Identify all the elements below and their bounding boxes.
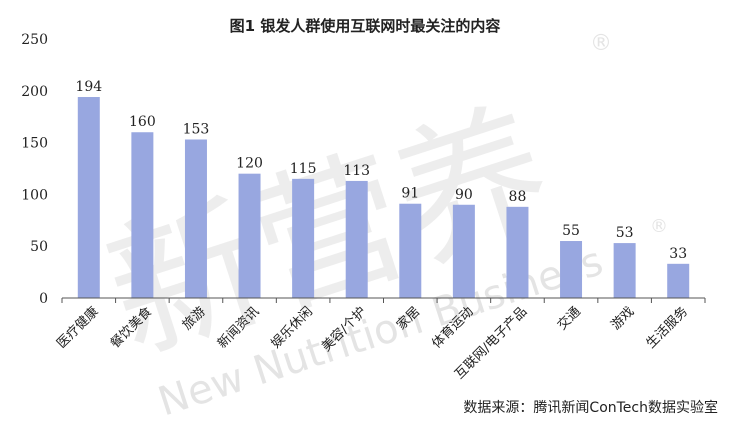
x-tick-label: 生活服务 xyxy=(643,304,691,352)
chart-title: 图1 银发人群使用互联网时最关注的内容 xyxy=(230,17,501,35)
watermark-registered-mark: ® xyxy=(590,31,612,56)
bar-value-label: 153 xyxy=(183,121,210,137)
x-tick-label: 游戏 xyxy=(608,304,637,333)
bar xyxy=(667,263,690,298)
bar xyxy=(292,178,315,298)
bar-value-label: 115 xyxy=(290,161,317,177)
y-tick-label: 150 xyxy=(21,136,48,152)
bar xyxy=(345,180,368,298)
bar-value-label: 33 xyxy=(669,246,687,262)
bar-value-label: 194 xyxy=(75,79,102,95)
bar xyxy=(613,243,636,298)
bar xyxy=(77,97,100,299)
bar-value-label: 113 xyxy=(343,163,370,179)
y-tick-label: 0 xyxy=(39,291,48,307)
y-tick-label: 250 xyxy=(21,32,48,48)
y-tick-label: 100 xyxy=(21,187,48,203)
bar-value-label: 90 xyxy=(455,187,473,203)
bar xyxy=(399,203,422,298)
y-axis: 0 50 100 150 200 250 xyxy=(21,32,48,307)
bar-value-label: 120 xyxy=(236,156,263,172)
watermark: 新营养 New Nutrition Business ® ® xyxy=(89,31,668,425)
bar-value-label: 55 xyxy=(562,223,580,239)
bar-value-label: 53 xyxy=(616,225,634,241)
y-tick-label: 50 xyxy=(30,239,48,255)
x-tick-label: 医疗健康 xyxy=(54,304,102,352)
y-tick-label: 200 xyxy=(21,84,48,100)
bar-series: 194 160 153 120 115 113 91 90 88 55 53 33 xyxy=(75,79,690,299)
source-note: 数据来源：腾讯新闻ConTech数据实验室 xyxy=(463,399,718,416)
bar-value-label: 160 xyxy=(129,114,156,130)
watermark-registered-mark-2: ® xyxy=(650,216,668,237)
bar xyxy=(238,173,261,298)
x-tick-label: 交通 xyxy=(554,304,584,334)
bar xyxy=(452,204,475,298)
bar xyxy=(560,241,583,298)
bar-value-label: 91 xyxy=(401,186,419,202)
bar xyxy=(131,132,154,298)
bar xyxy=(184,139,207,298)
bar-value-label: 88 xyxy=(509,189,527,205)
bar xyxy=(506,206,529,298)
